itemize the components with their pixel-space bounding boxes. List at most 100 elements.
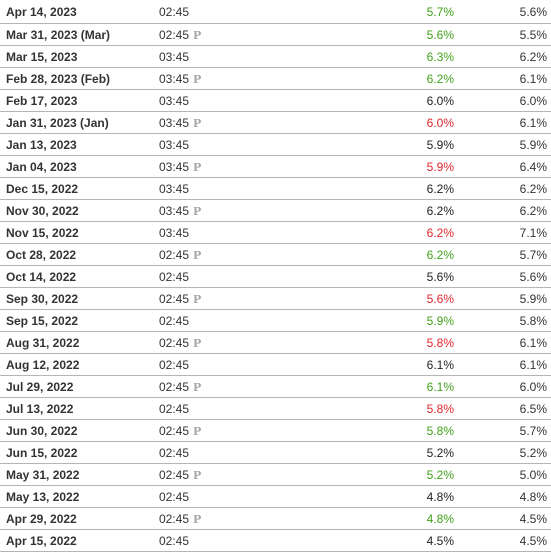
release-time-text: 02:45 [159, 248, 190, 262]
actual-value: 6.0% [426, 94, 454, 108]
actual-value: 6.0% [426, 116, 454, 130]
release-time-text: 02:45 [159, 380, 190, 394]
release-date: Dec 15, 2022 [6, 182, 79, 196]
table-row[interactable]: Apr 29, 2022 02:45 P 4.8% 4.5% [0, 508, 551, 530]
release-time: 03:45 [159, 90, 189, 111]
release-date: Sep 30, 2022 [6, 292, 79, 306]
table-row[interactable]: Jul 29, 2022 02:45 P 6.1% 6.0% [0, 376, 551, 398]
forecast-value: 5.2% [519, 446, 547, 460]
actual-value: 5.2% [426, 446, 454, 460]
table-row[interactable]: Apr 15, 2022 02:45 4.5% 4.5% [0, 530, 551, 552]
release-time-text: 03:45 [159, 204, 190, 218]
table-row[interactable]: Oct 28, 2022 02:45 P 6.2% 5.7% [0, 244, 551, 266]
release-time-text: 02:45 [159, 314, 190, 328]
table-row[interactable]: Feb 28, 2023 (Feb) 03:45 P 6.2% 6.1% [0, 68, 551, 90]
table-row[interactable]: May 13, 2022 02:45 4.8% 4.8% [0, 486, 551, 508]
forecast-value: 5.6% [519, 5, 547, 19]
release-time: 02:45 [159, 398, 189, 419]
release-date: Mar 31, 2023 (Mar) [6, 28, 111, 42]
forecast-value: 6.1% [519, 336, 547, 350]
release-time-text: 02:45 [159, 468, 190, 482]
preliminary-icon[interactable]: P [193, 117, 202, 130]
actual-value: 6.1% [426, 380, 454, 394]
forecast-value: 7.1% [519, 226, 547, 240]
preliminary-icon[interactable]: P [193, 73, 202, 86]
release-time: 02:45 P [159, 508, 201, 529]
release-time: 03:45 [159, 178, 189, 199]
preliminary-icon[interactable]: P [193, 205, 202, 218]
forecast-value: 5.9% [519, 138, 547, 152]
release-time: 02:45 [159, 442, 189, 463]
forecast-value: 6.1% [519, 358, 547, 372]
table-row[interactable]: Feb 17, 2023 03:45 6.0% 6.0% [0, 90, 551, 112]
forecast-value: 5.8% [519, 314, 547, 328]
preliminary-icon[interactable]: P [193, 337, 202, 350]
release-time: 03:45 [159, 134, 189, 155]
preliminary-icon[interactable]: P [193, 381, 202, 394]
release-time-text: 02:45 [159, 358, 190, 372]
release-time: 02:45 [159, 530, 189, 551]
actual-value: 5.8% [426, 402, 454, 416]
release-time: 02:45 [159, 0, 189, 23]
actual-value: 6.2% [426, 182, 454, 196]
table-row[interactable]: Nov 15, 2022 03:45 6.2% 7.1% [0, 222, 551, 244]
release-date: Feb 28, 2023 (Feb) [6, 72, 111, 86]
release-time: 03:45 P [159, 200, 201, 221]
table-row[interactable]: Sep 15, 2022 02:45 5.9% 5.8% [0, 310, 551, 332]
preliminary-icon[interactable]: P [193, 29, 202, 42]
forecast-value: 4.8% [519, 490, 547, 504]
table-row[interactable]: Mar 31, 2023 (Mar) 02:45 P 5.6% 5.5% [0, 24, 551, 46]
release-time: 03:45 [159, 46, 189, 67]
release-time-text: 02:45 [159, 424, 190, 438]
table-row[interactable]: Jun 15, 2022 02:45 5.2% 5.2% [0, 442, 551, 464]
release-time: 03:45 [159, 222, 189, 243]
table-row[interactable]: Jul 13, 2022 02:45 5.8% 6.5% [0, 398, 551, 420]
preliminary-icon[interactable]: P [193, 425, 202, 438]
preliminary-icon[interactable]: P [193, 469, 202, 482]
table-row[interactable]: Aug 31, 2022 02:45 P 5.8% 6.1% [0, 332, 551, 354]
release-time-text: 03:45 [159, 160, 190, 174]
preliminary-icon[interactable]: P [193, 249, 202, 262]
table-row[interactable]: Apr 14, 2023 02:45 5.7% 5.6% [0, 0, 551, 24]
table-row[interactable]: Dec 15, 2022 03:45 6.2% 6.2% [0, 178, 551, 200]
table-row[interactable]: Jan 13, 2023 03:45 5.9% 5.9% [0, 134, 551, 156]
release-time: 02:45 [159, 354, 189, 375]
forecast-value: 6.0% [519, 94, 547, 108]
forecast-value: 6.5% [519, 402, 547, 416]
release-date: Jul 29, 2022 [6, 380, 74, 394]
release-date: Aug 31, 2022 [6, 336, 80, 350]
release-time: 02:45 P [159, 376, 201, 397]
actual-value: 6.2% [426, 72, 454, 86]
table-row[interactable]: Mar 15, 2023 03:45 6.3% 6.2% [0, 46, 551, 68]
release-date: May 31, 2022 [6, 468, 80, 482]
release-time: 02:45 [159, 486, 189, 507]
preliminary-icon[interactable]: P [193, 513, 202, 526]
table-row[interactable]: Jan 31, 2023 (Jan) 03:45 P 6.0% 6.1% [0, 112, 551, 134]
release-date: Feb 17, 2023 [6, 94, 78, 108]
table-row[interactable]: Aug 12, 2022 02:45 6.1% 6.1% [0, 354, 551, 376]
release-time: 02:45 [159, 310, 189, 331]
table-row[interactable]: Oct 14, 2022 02:45 5.6% 5.6% [0, 266, 551, 288]
release-date: Jun 30, 2022 [6, 424, 78, 438]
release-time: 02:45 P [159, 464, 201, 485]
release-date: Jan 04, 2023 [6, 160, 77, 174]
preliminary-icon[interactable]: P [193, 161, 202, 174]
table-row[interactable]: Nov 30, 2022 03:45 P 6.2% 6.2% [0, 200, 551, 222]
forecast-value: 5.7% [519, 424, 547, 438]
forecast-value: 5.6% [519, 270, 547, 284]
release-time-text: 02:45 [159, 5, 190, 19]
release-date: Jan 13, 2023 [6, 138, 77, 152]
table-row[interactable]: Jun 30, 2022 02:45 P 5.8% 5.7% [0, 420, 551, 442]
release-time: 02:45 P [159, 288, 201, 309]
preliminary-icon[interactable]: P [193, 293, 202, 306]
forecast-value: 6.0% [519, 380, 547, 394]
forecast-value: 6.1% [519, 72, 547, 86]
release-date: Mar 15, 2023 [6, 50, 78, 64]
table-row[interactable]: May 31, 2022 02:45 P 5.2% 5.0% [0, 464, 551, 486]
table-row[interactable]: Sep 30, 2022 02:45 P 5.6% 5.9% [0, 288, 551, 310]
release-time: 03:45 P [159, 68, 201, 89]
release-date: May 13, 2022 [6, 490, 80, 504]
forecast-value: 5.9% [519, 292, 547, 306]
table-row[interactable]: Jan 04, 2023 03:45 P 5.9% 6.4% [0, 156, 551, 178]
actual-value: 5.8% [426, 336, 454, 350]
